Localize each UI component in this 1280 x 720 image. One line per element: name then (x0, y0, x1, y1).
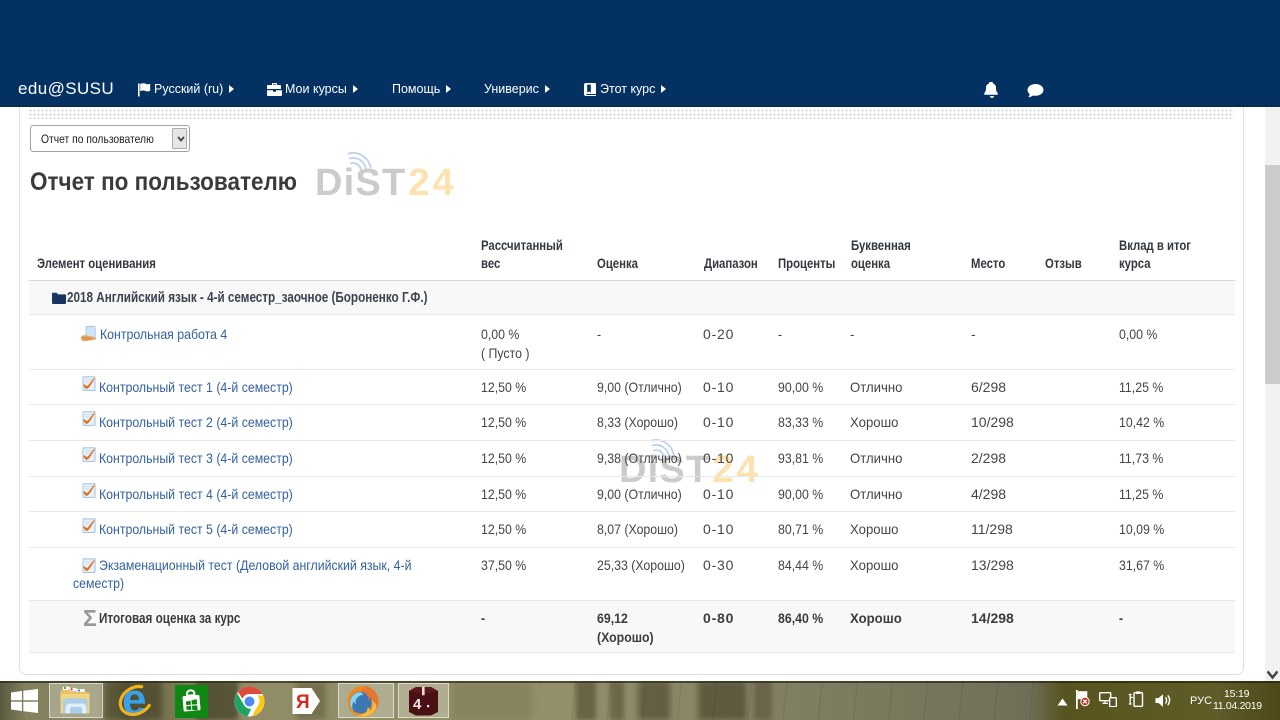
svg-text:Я: Я (296, 692, 310, 713)
svg-text:4: 4 (413, 696, 422, 713)
